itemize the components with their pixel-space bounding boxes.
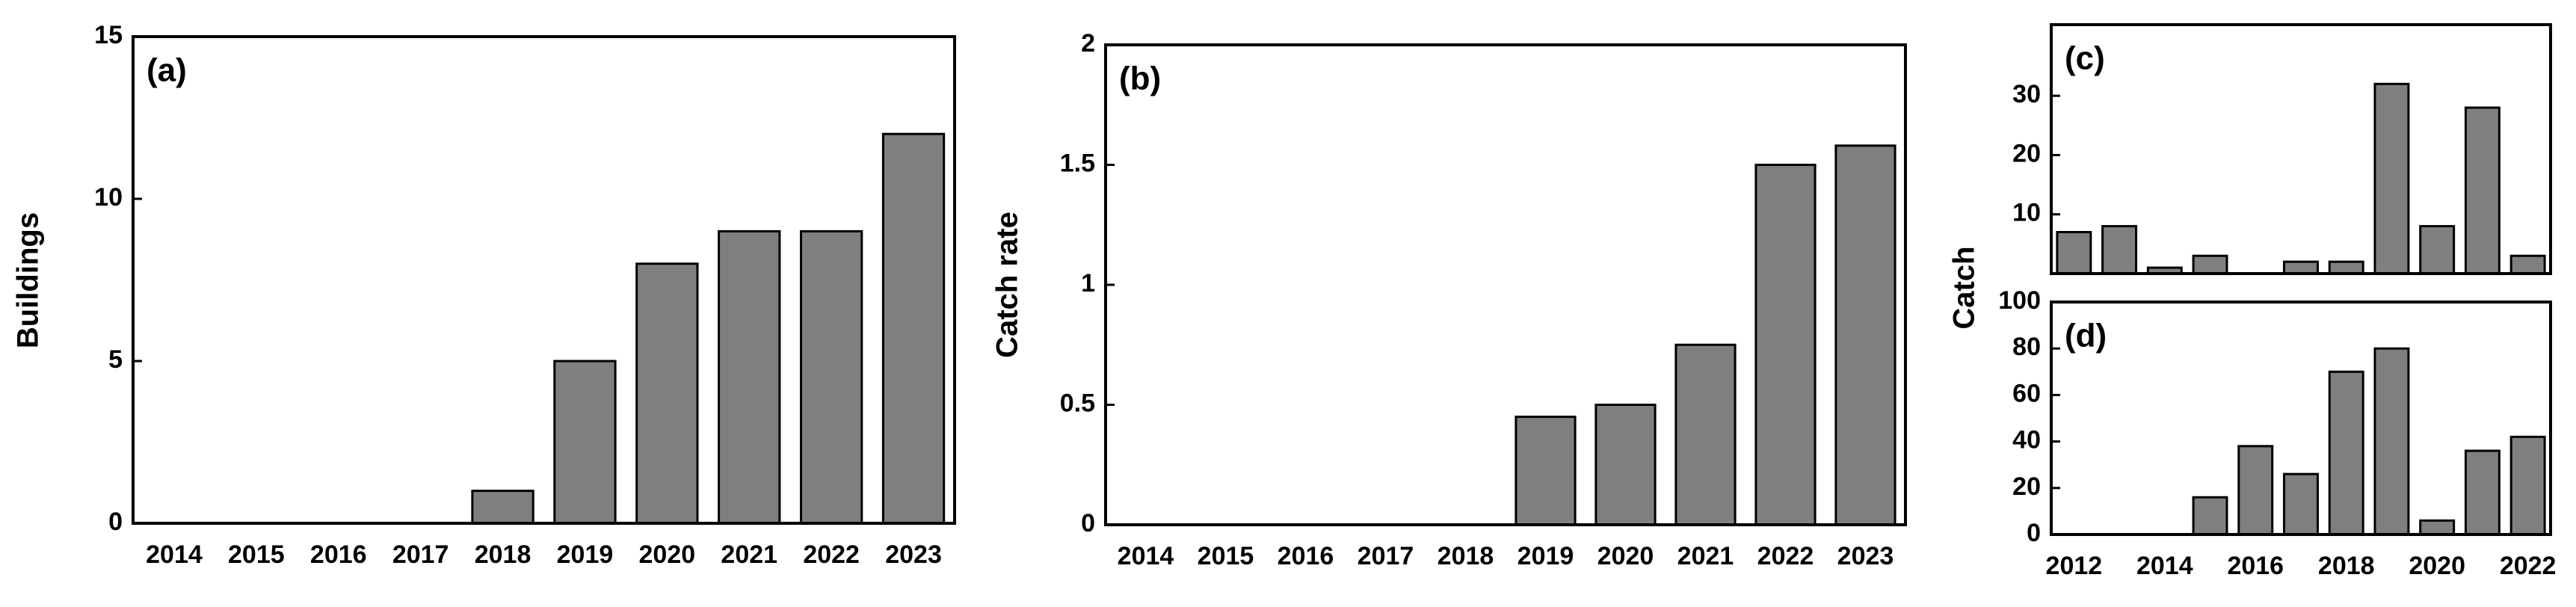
- y-axis-label: Catch rate: [991, 212, 1024, 358]
- bar: [2101, 225, 2138, 275]
- x-tick-label: 2020: [639, 540, 696, 569]
- bar: [1674, 343, 1737, 526]
- x-tick-label: 2015: [1198, 542, 1254, 570]
- bar: [2328, 260, 2364, 275]
- y-tick-label: 10: [2012, 199, 2041, 227]
- y-tick-label: 100: [1998, 286, 2041, 315]
- bar: [718, 229, 781, 525]
- x-tick-label: 2014: [2136, 552, 2193, 580]
- x-tick-label: 2022: [2500, 552, 2557, 580]
- plot-frame: [132, 35, 956, 525]
- y-tick-label: 10: [94, 183, 123, 212]
- bar: [2237, 445, 2274, 536]
- bar: [1594, 404, 1657, 526]
- plot-frame: [2050, 23, 2552, 275]
- bar: [881, 132, 946, 525]
- y-tick-label: 5: [108, 345, 123, 374]
- x-tick-label: 2014: [146, 540, 203, 569]
- bar: [2419, 519, 2456, 536]
- x-tick-label: 2017: [392, 540, 449, 569]
- bar: [635, 262, 699, 525]
- bar: [2373, 347, 2410, 536]
- bar: [2373, 82, 2410, 275]
- bar: [2056, 231, 2092, 275]
- y-tick-label: 1: [1081, 269, 1095, 298]
- bar: [2509, 435, 2546, 536]
- y-tick-label: 0: [2027, 519, 2041, 547]
- panel-label: (c): [2065, 40, 2105, 77]
- x-tick-label: 2022: [1757, 542, 1814, 570]
- x-tick-label: 2012: [2046, 552, 2103, 580]
- x-tick-label: 2021: [721, 540, 777, 569]
- bar: [553, 360, 617, 525]
- y-tick-label: 1.5: [1060, 149, 1095, 177]
- x-tick-label: 2020: [2409, 552, 2465, 580]
- bar: [2192, 254, 2228, 275]
- y-tick-label: 60: [2012, 379, 2041, 407]
- bar: [2283, 472, 2319, 536]
- x-tick-label: 2015: [228, 540, 285, 569]
- panel-label: (a): [147, 52, 187, 89]
- x-tick-label: 2021: [1677, 542, 1734, 570]
- bar: [799, 229, 863, 525]
- y-tick-label: 40: [2012, 426, 2041, 455]
- panel-label: (b): [1119, 61, 1161, 97]
- bar: [2509, 254, 2546, 275]
- x-tick-label: 2023: [1837, 542, 1894, 570]
- x-tick-label: 2016: [310, 540, 367, 569]
- y-tick-label: 80: [2012, 333, 2041, 361]
- bar: [2192, 496, 2228, 536]
- x-tick-label: 2016: [2227, 552, 2284, 580]
- y-axis-label: Catch: [1948, 246, 1981, 329]
- x-tick-label: 2016: [1278, 542, 1334, 570]
- bar: [2328, 370, 2364, 536]
- y-tick-label: 15: [94, 21, 123, 49]
- bar: [471, 490, 534, 525]
- bar: [1515, 416, 1577, 526]
- panel-label: (d): [2065, 318, 2107, 354]
- bar: [2464, 106, 2500, 275]
- bar: [2419, 225, 2456, 275]
- y-tick-label: 0: [108, 508, 123, 536]
- y-tick-label: 0.5: [1060, 389, 1095, 417]
- x-tick-label: 2018: [475, 540, 531, 569]
- x-tick-label: 2018: [2318, 552, 2375, 580]
- y-tick-label: 30: [2012, 80, 2041, 108]
- x-tick-label: 2020: [1597, 542, 1654, 570]
- bar: [1754, 164, 1817, 526]
- y-tick-label: 2: [1081, 29, 1095, 58]
- y-tick-label: 20: [2012, 139, 2041, 167]
- x-tick-label: 2022: [803, 540, 860, 569]
- y-axis-label: Buildings: [12, 212, 45, 348]
- bar: [1834, 144, 1896, 526]
- bar: [2283, 260, 2319, 275]
- x-tick-label: 2014: [1118, 542, 1174, 570]
- bar: [2464, 449, 2500, 536]
- plot-frame: [1104, 43, 1907, 526]
- plot-frame: [2050, 301, 2552, 536]
- x-tick-label: 2023: [885, 540, 942, 569]
- x-tick-label: 2018: [1438, 542, 1494, 570]
- x-tick-label: 2017: [1358, 542, 1414, 570]
- y-tick-label: 20: [2012, 472, 2041, 501]
- x-tick-label: 2019: [557, 540, 614, 569]
- x-tick-label: 2019: [1517, 542, 1574, 570]
- y-tick-label: 0: [1081, 509, 1095, 537]
